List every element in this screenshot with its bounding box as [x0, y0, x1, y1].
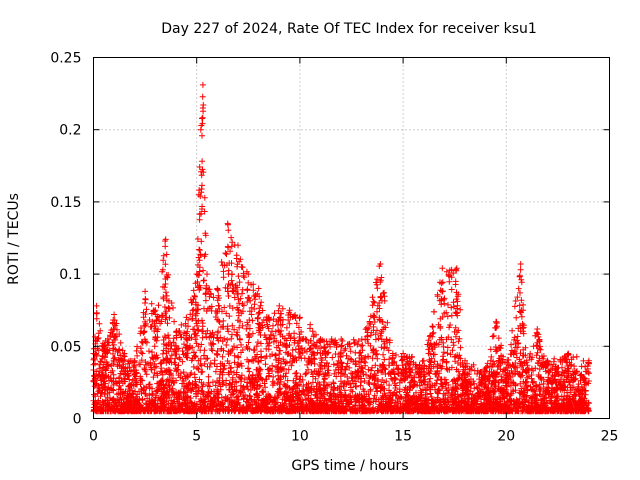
x-tick-label: 10	[291, 429, 309, 445]
y-tick-label: 0.15	[50, 195, 81, 211]
data-points	[90, 81, 592, 415]
chart-title: Day 227 of 2024, Rate Of TEC Index for r…	[161, 21, 537, 37]
axis-ticks	[93, 57, 610, 419]
y-tick-label: 0.05	[50, 339, 81, 355]
x-tick-label: 5	[192, 429, 201, 445]
x-tick-label: 20	[497, 429, 515, 445]
x-tick-label: 0	[89, 429, 98, 445]
x-axis-label: GPS time / hours	[291, 458, 408, 474]
x-tick-label: 25	[601, 429, 619, 445]
y-tick-label: 0.1	[59, 267, 81, 283]
roti-point-markers	[90, 81, 592, 415]
y-tick-label: 0.25	[50, 51, 81, 67]
y-tick-label: 0.2	[59, 123, 81, 139]
y-tick-label: 0	[73, 412, 82, 428]
y-tick-labels: 0 0.05 0.1 0.15 0.2 0.25	[50, 51, 81, 428]
x-tick-label: 15	[394, 429, 412, 445]
plot-frame	[93, 57, 610, 419]
x-tick-labels: 0 5 10 15 20 25	[89, 429, 618, 445]
y-axis-label: ROTI / TECUs	[6, 193, 22, 285]
